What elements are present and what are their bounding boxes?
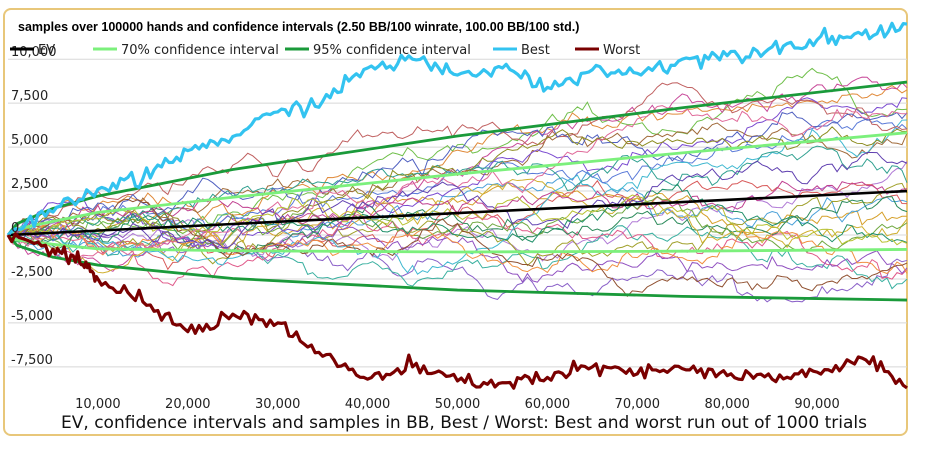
chart-title: samples over 100000 hands and confidence… — [18, 20, 579, 34]
y-tick-label: 0 — [11, 221, 19, 236]
sample-runs — [7, 67, 908, 303]
sample-run-line — [7, 67, 908, 246]
legend-label: 70% confidence interval — [121, 43, 279, 58]
series-line-worst — [6, 232, 908, 390]
series-line-70-confidence-interval-lower — [7, 233, 908, 254]
legend-label: EV — [38, 43, 55, 58]
legend-label: 95% confidence interval — [313, 43, 471, 58]
sample-run-line — [7, 198, 908, 298]
y-tick-label: -2,500 — [11, 265, 53, 280]
series-line-95-confidence-interval-upper — [6, 80, 908, 236]
y-tick-label: 5,000 — [11, 133, 48, 148]
sample-run-line — [7, 224, 908, 275]
chart-caption: EV, confidence intervals and samples in … — [61, 413, 867, 433]
x-tick-label: 90,000 — [794, 397, 840, 412]
series-line-95-confidence-interval-lower — [6, 234, 908, 302]
legend: EV 70% confidence interval 95% confidence … — [10, 43, 640, 58]
legend-label: Worst — [603, 43, 640, 58]
series-line-best — [6, 21, 908, 237]
sample-run-line — [7, 183, 908, 246]
series-lines — [6, 21, 908, 390]
x-tick-label: 50,000 — [435, 397, 481, 412]
x-tick-labels: 10,000 20,000 30,000 40,000 50,000 60,000 70,0… — [75, 397, 840, 412]
sample-run-line — [7, 151, 908, 248]
y-tick-label: -5,000 — [11, 309, 53, 324]
sample-run-line — [7, 219, 908, 303]
x-tick-label: 10,000 — [75, 397, 121, 412]
x-tick-label: 20,000 — [165, 397, 211, 412]
x-tick-label: 70,000 — [615, 397, 661, 412]
sample-run-line — [7, 111, 908, 243]
x-tick-label: 60,000 — [525, 397, 571, 412]
sample-run-line — [7, 196, 908, 255]
sample-run-line — [7, 82, 908, 239]
x-tick-label: 30,000 — [255, 397, 301, 412]
legend-label: Best — [521, 43, 550, 58]
y-tick-label: 2,500 — [11, 177, 48, 192]
y-tick-label: -7,500 — [11, 353, 53, 368]
x-tick-label: 40,000 — [345, 397, 391, 412]
x-tick-label: 80,000 — [704, 397, 750, 412]
sample-run-line — [7, 225, 908, 290]
series-line-ev — [7, 189, 908, 237]
sample-run-line — [7, 97, 908, 248]
y-tick-label: 7,500 — [11, 89, 48, 104]
sample-run-line — [7, 182, 908, 267]
